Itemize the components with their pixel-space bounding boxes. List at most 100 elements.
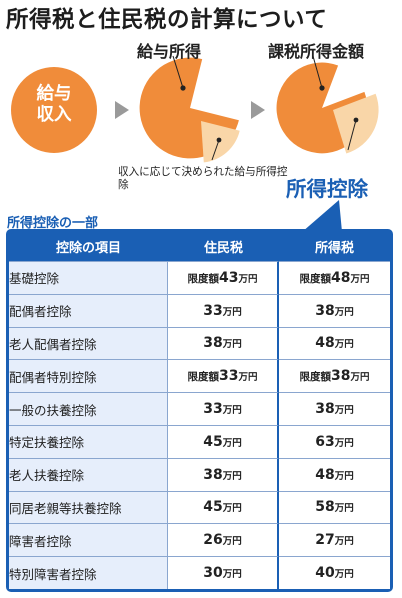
amount-unit: 万円 bbox=[222, 405, 242, 417]
table-row: 同居老親等扶養控除 45万円 58万円 bbox=[9, 490, 390, 524]
amount-num: 30 bbox=[203, 565, 223, 582]
amount-unit: 万円 bbox=[238, 372, 258, 384]
table-section-label: 所得控除の一部 bbox=[7, 216, 99, 231]
amount-unit: 万円 bbox=[334, 437, 354, 449]
taxable-income-label: 課税所得金額 bbox=[268, 42, 365, 61]
amount-unit: 万円 bbox=[222, 339, 242, 351]
jumin-amount: 26万円 bbox=[168, 523, 279, 557]
amount-num: 63 bbox=[315, 433, 335, 450]
taxable-income-pointer bbox=[312, 55, 323, 89]
amount-num: 38 bbox=[315, 401, 335, 418]
amount-unit: 万円 bbox=[334, 306, 354, 318]
amount-num: 48 bbox=[331, 269, 351, 286]
amount-num: 48 bbox=[315, 335, 335, 352]
amount-num: 40 bbox=[315, 565, 335, 582]
amount-unit: 万円 bbox=[238, 273, 258, 285]
header-item: 控除の項目 bbox=[9, 232, 168, 261]
shotoku-amount: 40万円 bbox=[279, 556, 390, 589]
table-row: 老人扶養控除 38万円 48万円 bbox=[9, 457, 390, 491]
amount-prefix: 限度額 bbox=[299, 272, 332, 285]
table-row: 老人配偶者控除 38万円 48万円 bbox=[9, 326, 390, 360]
amount-unit: 万円 bbox=[334, 339, 354, 351]
amount-num: 45 bbox=[203, 433, 223, 450]
amount-unit: 万円 bbox=[222, 306, 242, 318]
shotoku-amount: 58万円 bbox=[279, 490, 390, 524]
table-row: 特定扶養控除 45万円 63万円 bbox=[9, 424, 390, 458]
amount-unit: 万円 bbox=[334, 536, 354, 548]
deduction-item: 一般の扶養控除 bbox=[9, 392, 168, 425]
header-jumin: 住民税 bbox=[168, 232, 279, 261]
jumin-amount: 30万円 bbox=[168, 556, 279, 589]
header-shotoku: 所得税 bbox=[279, 232, 390, 261]
amount-unit: 万円 bbox=[350, 273, 370, 285]
deduction-item: 老人配偶者控除 bbox=[9, 326, 168, 360]
jumin-amount: 45万円 bbox=[168, 424, 279, 458]
taxable-income-dot bbox=[319, 85, 325, 91]
table-row: 障害者控除 26万円 27万円 bbox=[9, 523, 390, 557]
deduction-item: 基礎控除 bbox=[9, 261, 168, 294]
amount-unit: 万円 bbox=[222, 569, 242, 581]
deduction-table: 控除の項目 住民税 所得税 基礎控除 限度額43万円 限度額48万円 配偶者控除 33万… bbox=[9, 232, 390, 589]
jumin-amount: 45万円 bbox=[168, 490, 279, 524]
salary-deduction-note: 収入に応じて決められた給与所得控除 bbox=[118, 166, 288, 191]
amount-num: 38 bbox=[203, 335, 223, 352]
jumin-amount: 33万円 bbox=[168, 293, 279, 327]
income-deduction-pointer bbox=[347, 119, 357, 151]
shotoku-amount: 27万円 bbox=[279, 523, 390, 557]
income-flow-diagram bbox=[11, 55, 379, 230]
shotoku-amount: 限度額48万円 bbox=[279, 261, 390, 294]
shotoku-amount: 48万円 bbox=[279, 457, 390, 491]
shotoku-amount: 38万円 bbox=[279, 293, 390, 327]
income-label: 給与 収入 bbox=[22, 84, 86, 126]
table-row: 配偶者特別控除 限度額33万円 限度額38万円 bbox=[9, 359, 390, 393]
deduction-note-pointer bbox=[211, 139, 220, 161]
income-deduction-slice bbox=[333, 93, 379, 154]
table-row: 基礎控除 限度額43万円 限度額48万円 bbox=[9, 261, 390, 294]
amount-unit: 万円 bbox=[222, 437, 242, 449]
amount-unit: 万円 bbox=[334, 405, 354, 417]
amount-prefix: 限度額 bbox=[299, 371, 332, 384]
bubble-tail bbox=[304, 200, 342, 230]
arrow-right-icon bbox=[115, 101, 129, 119]
table-row: 一般の扶養控除 33万円 38万円 bbox=[9, 392, 390, 425]
page-title: 所得税と住民税の計算について bbox=[6, 7, 328, 33]
table-header-row: 控除の項目 住民税 所得税 bbox=[9, 232, 390, 261]
amount-unit: 万円 bbox=[334, 470, 354, 482]
deduction-item: 同居老親等扶養控除 bbox=[9, 490, 168, 524]
amount-unit: 万円 bbox=[222, 536, 242, 548]
deduction-item: 配偶者控除 bbox=[9, 293, 168, 327]
income-deduction-label: 所得控除 bbox=[286, 177, 368, 201]
amount-unit: 万円 bbox=[334, 569, 354, 581]
amount-num: 48 bbox=[315, 466, 335, 483]
income-circle bbox=[11, 67, 97, 153]
jumin-amount: 限度額43万円 bbox=[168, 261, 279, 294]
table-row: 特別障害者控除 30万円 40万円 bbox=[9, 556, 390, 589]
amount-num: 38 bbox=[203, 466, 223, 483]
amount-unit: 万円 bbox=[334, 503, 354, 515]
salary-income-dot bbox=[180, 85, 186, 91]
amount-num: 33 bbox=[203, 401, 223, 418]
amount-prefix: 限度額 bbox=[187, 272, 220, 285]
amount-num: 45 bbox=[203, 499, 223, 516]
amount-num: 33 bbox=[219, 368, 239, 385]
income-deduction-dot bbox=[353, 117, 359, 123]
amount-num: 27 bbox=[315, 532, 335, 549]
amount-num: 58 bbox=[315, 499, 335, 516]
deduction-slice-dot bbox=[216, 137, 222, 143]
income-label-line1: 給与 bbox=[36, 84, 72, 104]
income-label-line2: 収入 bbox=[36, 105, 72, 125]
shotoku-amount: 48万円 bbox=[279, 326, 390, 360]
salary-income-pointer bbox=[172, 55, 184, 89]
shotoku-amount: 63万円 bbox=[279, 424, 390, 458]
amount-num: 26 bbox=[203, 532, 223, 549]
deduction-item: 特別障害者控除 bbox=[9, 556, 168, 589]
jumin-amount: 33万円 bbox=[168, 392, 279, 425]
amount-prefix: 限度額 bbox=[187, 371, 220, 384]
deduction-item: 配偶者特別控除 bbox=[9, 359, 168, 393]
jumin-amount: 38万円 bbox=[168, 326, 279, 360]
deduction-item: 障害者控除 bbox=[9, 523, 168, 557]
jumin-amount: 限度額33万円 bbox=[168, 359, 279, 393]
amount-num: 38 bbox=[331, 368, 351, 385]
shotoku-amount: 限度額38万円 bbox=[279, 359, 390, 393]
amount-unit: 万円 bbox=[222, 470, 242, 482]
